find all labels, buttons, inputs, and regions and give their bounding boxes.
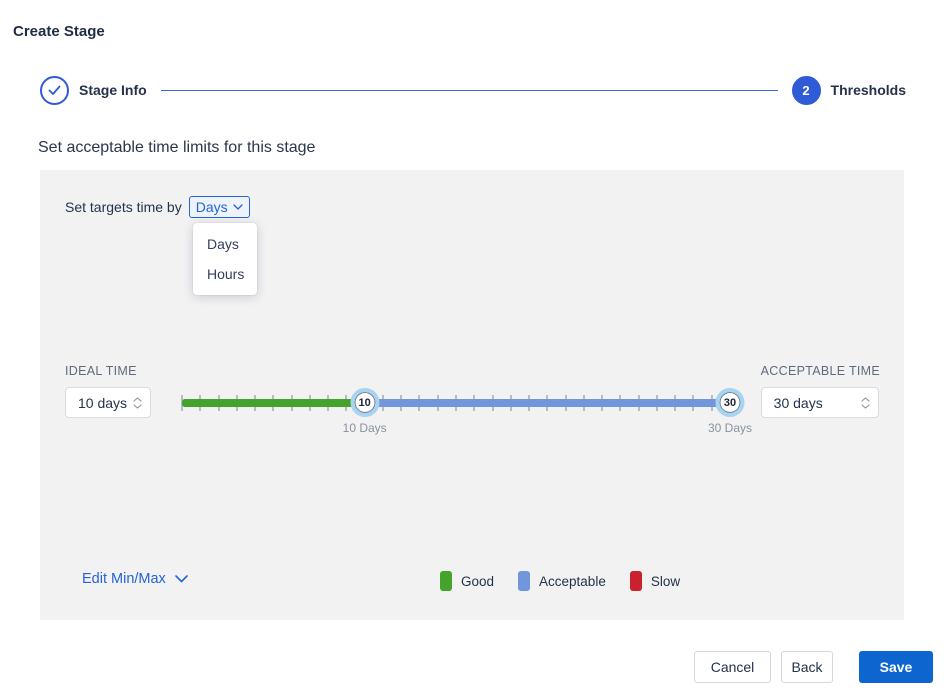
ideal-time-group: IDEAL TIME 10 days bbox=[65, 364, 151, 418]
cancel-button[interactable]: Cancel bbox=[694, 651, 771, 683]
slider-track-acceptable[interactable] bbox=[182, 399, 730, 407]
slider-handle-acceptable-value: 30 bbox=[723, 396, 737, 409]
legend-item-slow: Slow bbox=[629, 571, 681, 591]
slider-handle-ideal[interactable]: 10 bbox=[350, 388, 380, 417]
page-title: Create Stage bbox=[13, 23, 105, 40]
slider-handle-ideal-value: 10 bbox=[358, 396, 371, 409]
legend-swatch-slow bbox=[629, 571, 642, 591]
unit-select-menu: Days Hours bbox=[193, 223, 257, 295]
target-time-row: Set targets time by Days bbox=[65, 196, 250, 218]
step-stage-info[interactable]: Stage Info bbox=[40, 75, 147, 105]
back-button[interactable]: Back bbox=[781, 651, 833, 683]
edit-minmax-link[interactable]: Edit Min/Max bbox=[82, 571, 188, 587]
check-icon bbox=[48, 85, 61, 95]
section-heading: Set acceptable time limits for this stag… bbox=[38, 139, 316, 156]
unit-option-hours[interactable]: Hours bbox=[207, 266, 245, 282]
thresholds-panel: Set targets time by Days Days Hours IDEA… bbox=[40, 170, 904, 620]
legend: Good Acceptable Slow bbox=[440, 571, 680, 591]
unit-select-trigger[interactable]: Days bbox=[188, 196, 250, 218]
unit-option-days[interactable]: Days bbox=[207, 236, 239, 252]
spinner-up-icon bbox=[861, 396, 870, 402]
legend-label-good: Good bbox=[461, 573, 495, 589]
slider-handle-acceptable[interactable]: 30 bbox=[715, 388, 745, 417]
legend-swatch-acceptable bbox=[518, 571, 531, 591]
legend-label-acceptable: Acceptable bbox=[539, 573, 606, 589]
ideal-time-label: IDEAL TIME bbox=[65, 364, 137, 378]
step-complete-circle bbox=[40, 75, 69, 105]
ideal-time-value: 10 days bbox=[78, 394, 128, 411]
acceptable-time-input[interactable]: 30 days bbox=[760, 387, 879, 418]
chevron-down-icon bbox=[232, 204, 243, 210]
spinner-down-icon bbox=[861, 403, 870, 409]
acceptable-time-group: ACCEPTABLE TIME 30 days bbox=[760, 364, 880, 418]
slider-track-good[interactable] bbox=[182, 399, 365, 407]
slider-caption-acceptable: 30 Days bbox=[707, 421, 753, 435]
legend-label-slow: Slow bbox=[650, 573, 681, 589]
target-time-label: Set targets time by bbox=[65, 199, 182, 215]
ideal-time-input[interactable]: 10 days bbox=[65, 387, 151, 418]
acceptable-time-value: 30 days bbox=[773, 394, 823, 411]
step-label-thresholds: Thresholds bbox=[830, 82, 906, 98]
legend-item-acceptable: Acceptable bbox=[518, 571, 606, 591]
footer-actions: Cancel Back Save bbox=[694, 651, 933, 683]
save-button[interactable]: Save bbox=[859, 651, 933, 683]
legend-swatch-good bbox=[440, 571, 452, 591]
acceptable-time-label: ACCEPTABLE TIME bbox=[760, 364, 880, 378]
unit-select-value: Days bbox=[195, 199, 228, 215]
step-label-stage-info: Stage Info bbox=[79, 82, 147, 98]
spinner-down-icon bbox=[133, 403, 142, 409]
stepper: Stage Info 2 Thresholds bbox=[40, 75, 906, 105]
ideal-time-stepper[interactable] bbox=[133, 396, 142, 409]
chevron-down-icon bbox=[175, 575, 188, 583]
spinner-up-icon bbox=[133, 396, 142, 402]
step-number-circle: 2 bbox=[791, 75, 821, 105]
slider-caption-ideal: 10 Days bbox=[342, 421, 387, 435]
stepper-connector-line bbox=[160, 89, 778, 91]
time-range-slider: 10 30 10 Days 30 Days bbox=[181, 388, 752, 440]
edit-minmax-label: Edit Min/Max bbox=[82, 571, 166, 587]
step-thresholds[interactable]: 2 Thresholds bbox=[791, 75, 906, 105]
legend-item-good: Good bbox=[440, 571, 494, 591]
acceptable-time-stepper[interactable] bbox=[861, 396, 870, 409]
